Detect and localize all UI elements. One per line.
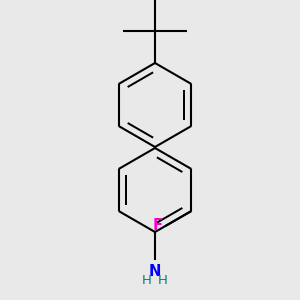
Text: F: F <box>152 218 162 233</box>
Text: N: N <box>149 264 161 279</box>
Text: H: H <box>142 274 152 287</box>
Text: H: H <box>158 274 168 287</box>
